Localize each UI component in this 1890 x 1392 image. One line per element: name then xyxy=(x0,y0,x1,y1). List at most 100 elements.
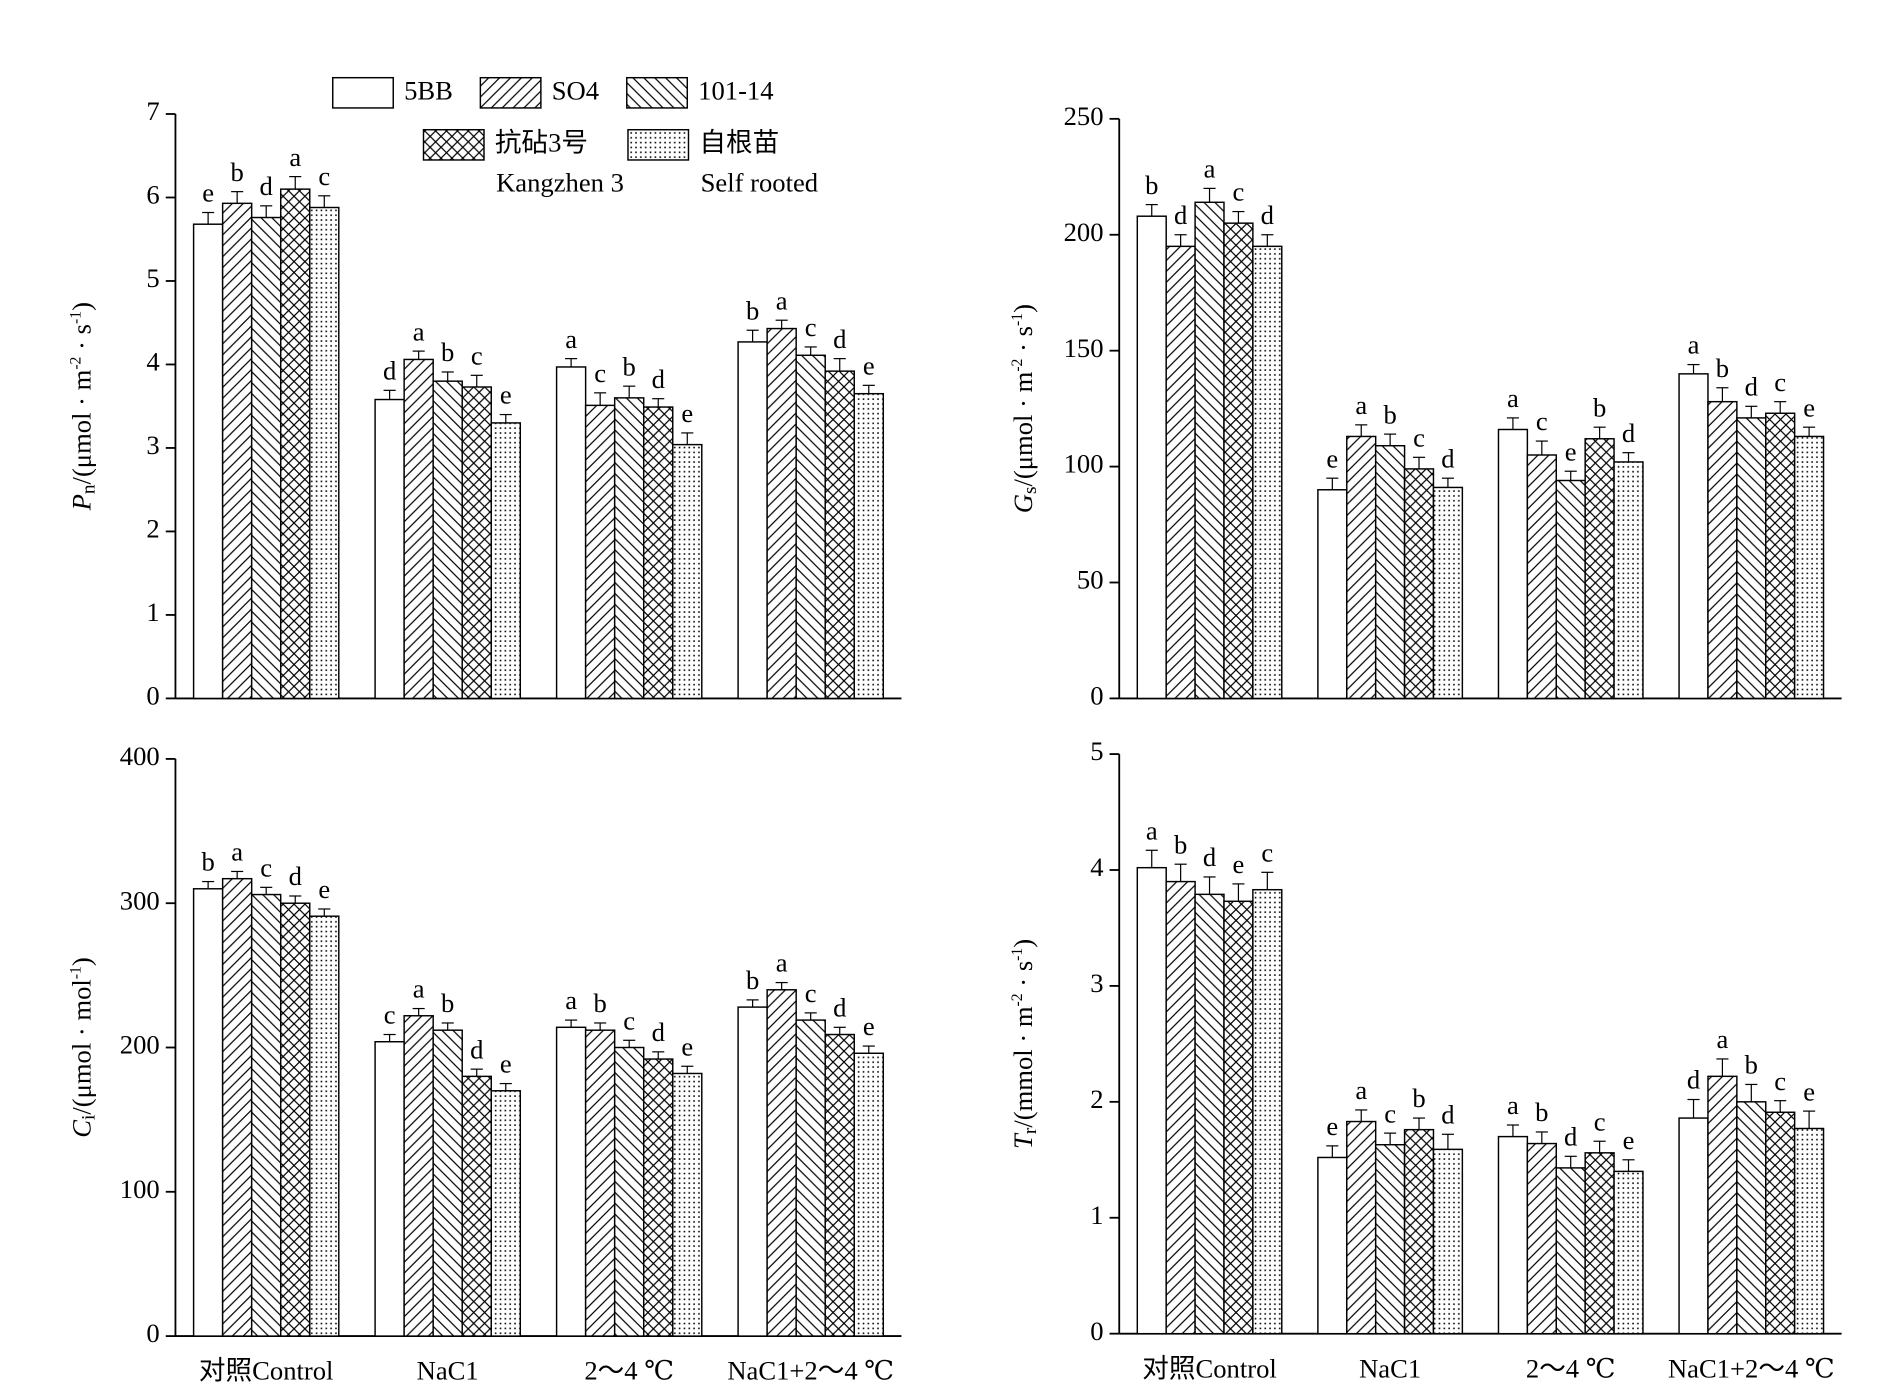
bar xyxy=(1707,400,1738,700)
bar xyxy=(490,422,522,700)
bar xyxy=(1613,461,1644,700)
significance-letter: a xyxy=(1717,1024,1729,1054)
bar xyxy=(1584,1152,1615,1335)
bar xyxy=(250,216,282,700)
y-tick-label: 5 xyxy=(146,263,159,293)
significance-letter: c xyxy=(1536,406,1548,436)
x-tick-label: NaC1+2～4 ℃ xyxy=(727,1356,894,1386)
bar xyxy=(1317,1156,1348,1335)
bar xyxy=(584,404,616,700)
significance-letter: b xyxy=(593,988,606,1018)
significance-letter: a xyxy=(1507,383,1519,413)
significance-letter: a xyxy=(1507,1090,1519,1120)
bar xyxy=(490,1090,522,1337)
bar xyxy=(1765,1111,1796,1335)
bar xyxy=(1765,412,1796,700)
significance-letter: b xyxy=(746,965,759,995)
significance-letter: c xyxy=(1261,837,1273,867)
significance-letter: d xyxy=(260,171,273,201)
x-tick-label: NaC1+2～4 ℃ xyxy=(1668,1353,1835,1383)
bar xyxy=(192,888,224,1337)
y-label-part: T xyxy=(1008,1132,1038,1149)
significance-letter: e xyxy=(500,380,512,410)
significance-letter: b xyxy=(441,337,454,367)
significance-letter: c xyxy=(1384,1098,1396,1128)
significance-letter: b xyxy=(1745,1050,1758,1080)
bar xyxy=(642,1058,674,1337)
y-tick-label: 200 xyxy=(120,1030,160,1060)
bar xyxy=(613,1046,645,1337)
x-tick-label: 2～4 ℃ xyxy=(1526,1353,1616,1383)
bar xyxy=(192,223,224,700)
y-label-part: -1 xyxy=(68,311,85,324)
x-tick-label: 2～4 ℃ xyxy=(584,1356,674,1386)
y-label-part: ) xyxy=(67,957,97,966)
bar xyxy=(795,1019,826,1337)
significance-letter: a xyxy=(776,285,788,315)
significance-letter: d xyxy=(1174,200,1187,230)
x-tick-label: 对照Control xyxy=(1142,1353,1277,1383)
bar xyxy=(309,915,340,1337)
significance-letter: a xyxy=(1688,330,1700,360)
significance-letter: c xyxy=(1233,177,1245,207)
y-tick-label: 6 xyxy=(146,180,159,210)
y-label-part: /(μmol · m xyxy=(67,369,97,484)
significance-letter: b xyxy=(1412,1083,1425,1113)
bar xyxy=(1136,215,1167,700)
y-tick-label: 100 xyxy=(120,1174,160,1204)
y-tick-label: 0 xyxy=(1090,1316,1103,1346)
y-label-part: · s xyxy=(1008,326,1038,359)
significance-letter: b xyxy=(1174,829,1187,859)
significance-letter: c xyxy=(623,1005,635,1035)
bar xyxy=(1793,435,1825,700)
bar xyxy=(1497,428,1529,700)
y-label-part: /(μmol · mol xyxy=(67,979,97,1114)
legend-sublabel: Kangzhen 3 xyxy=(496,167,624,197)
bar xyxy=(1374,444,1406,700)
bar xyxy=(1403,1128,1435,1335)
significance-letter: d xyxy=(1745,371,1758,401)
y-label-part: -1 xyxy=(68,966,85,979)
significance-letter: d xyxy=(652,364,665,394)
significance-letter: b xyxy=(1593,392,1606,422)
significance-letter: d xyxy=(833,992,846,1022)
y-label-part: -1 xyxy=(1009,313,1026,326)
legend-swatch xyxy=(627,128,690,161)
bar xyxy=(1584,438,1615,700)
y-label-part: n xyxy=(79,484,100,494)
y-label-part: -1 xyxy=(1009,948,1026,961)
significance-letter: b xyxy=(201,847,214,877)
significance-letter: c xyxy=(1413,422,1425,452)
bar xyxy=(555,1026,587,1337)
significance-letter: a xyxy=(776,948,788,978)
significance-letter: c xyxy=(805,312,817,342)
significance-letter: a xyxy=(413,316,425,346)
bar xyxy=(1374,1143,1406,1335)
significance-letter: e xyxy=(202,178,214,208)
y-tick-label: 1 xyxy=(1090,1200,1103,1230)
y-tick-label: 100 xyxy=(1064,449,1104,479)
bar xyxy=(1526,1142,1557,1335)
significance-letter: b xyxy=(1716,353,1729,383)
significance-letter: b xyxy=(231,157,244,187)
significance-letter: c xyxy=(805,978,817,1008)
significance-letter: e xyxy=(681,1031,693,1061)
bar xyxy=(672,1072,703,1337)
bar xyxy=(403,358,434,700)
significance-letter: c xyxy=(260,853,272,883)
bar xyxy=(1432,1148,1464,1335)
legend-label: 自根苗 xyxy=(699,128,779,158)
legend-swatch xyxy=(332,76,394,109)
bar xyxy=(795,354,826,700)
y-tick-label: 400 xyxy=(120,741,160,771)
bar xyxy=(221,202,253,700)
bar xyxy=(613,397,645,700)
significance-letter: a xyxy=(1146,815,1158,845)
significance-letter: e xyxy=(1803,392,1815,422)
significance-letter: e xyxy=(1326,443,1338,473)
significance-letter: b xyxy=(1383,399,1396,429)
y-tick-label: 0 xyxy=(1090,681,1103,711)
significance-letter: b xyxy=(1145,170,1158,200)
y-label-part: P xyxy=(67,494,97,511)
y-label-part: s xyxy=(1020,486,1041,494)
